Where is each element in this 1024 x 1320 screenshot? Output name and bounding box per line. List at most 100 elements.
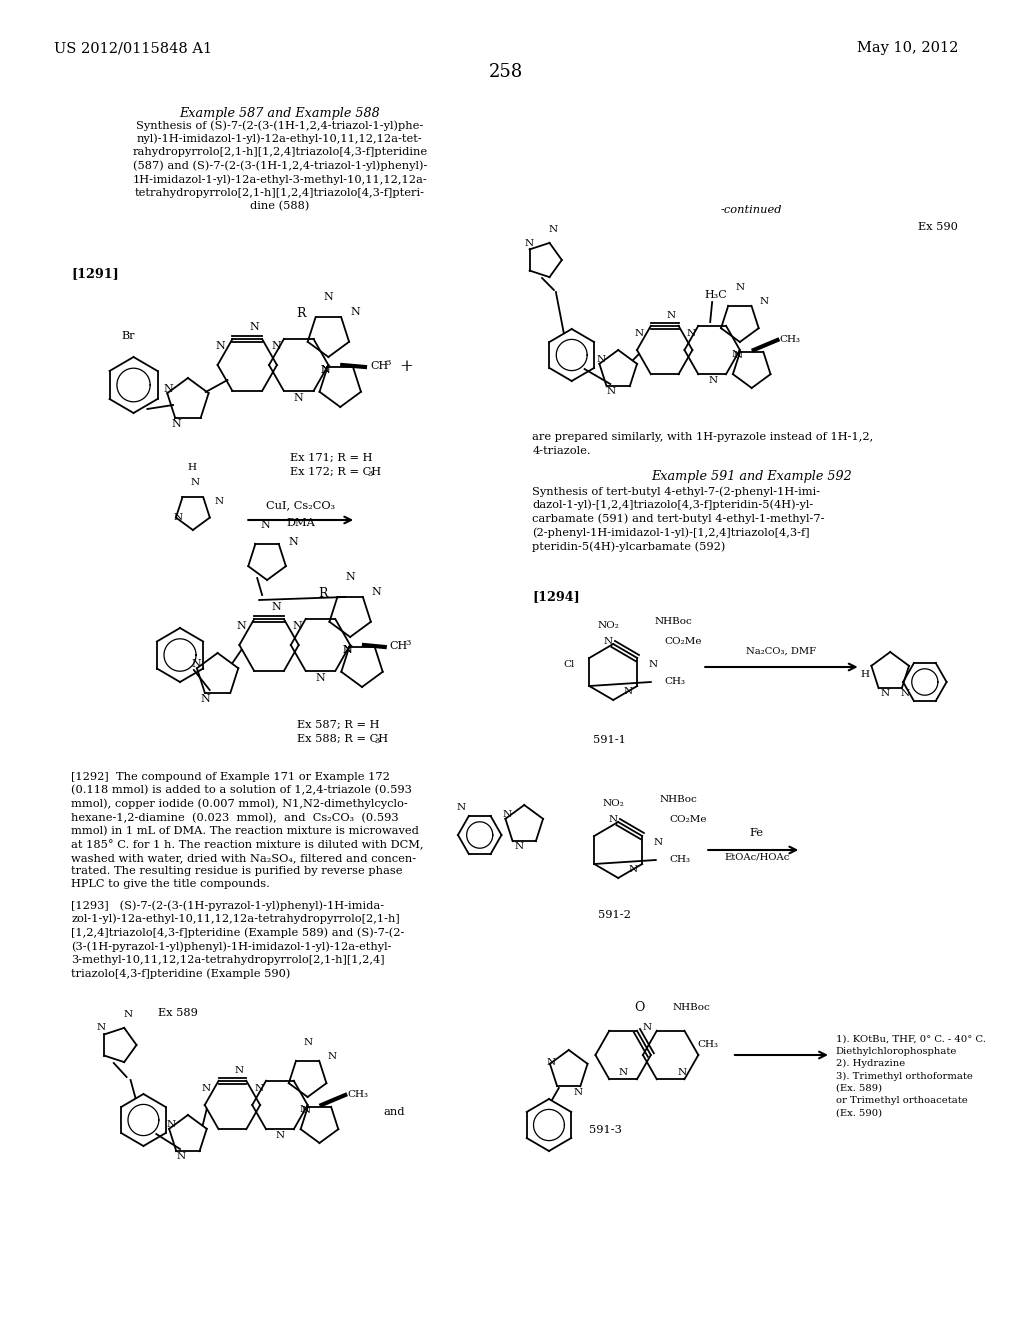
Text: N: N bbox=[608, 814, 617, 824]
Text: N: N bbox=[643, 1023, 652, 1032]
Text: NO₂: NO₂ bbox=[602, 799, 625, 808]
Text: N: N bbox=[667, 312, 676, 319]
Text: 258: 258 bbox=[489, 63, 523, 81]
Text: O: O bbox=[634, 1001, 644, 1014]
Text: N: N bbox=[524, 239, 534, 248]
Text: N: N bbox=[606, 387, 615, 396]
Text: CH₃: CH₃ bbox=[670, 855, 690, 865]
Text: 591-2: 591-2 bbox=[598, 909, 631, 920]
Text: R: R bbox=[318, 587, 328, 601]
Text: R: R bbox=[297, 308, 306, 319]
Text: N: N bbox=[176, 1152, 185, 1162]
Text: N: N bbox=[190, 659, 201, 669]
Text: N: N bbox=[342, 645, 352, 655]
Text: N: N bbox=[302, 1106, 311, 1115]
Text: Synthesis of tert-butyl 4-ethyl-7-(2-phenyl-1H-imi-
dazol-1-yl)-[1,2,4]triazolo[: Synthesis of tert-butyl 4-ethyl-7-(2-phe… bbox=[532, 486, 824, 552]
Text: 4-triazole.: 4-triazole. bbox=[532, 446, 591, 455]
Text: [1292]  The compound of Example 171 or Example 172
(0.118 mmol) is added to a so: [1292] The compound of Example 171 or Ex… bbox=[72, 772, 424, 890]
Text: Br: Br bbox=[122, 331, 135, 341]
Text: 591-3: 591-3 bbox=[589, 1125, 622, 1135]
Text: CH: CH bbox=[370, 360, 388, 371]
Text: N: N bbox=[173, 513, 182, 521]
Text: 3: 3 bbox=[374, 737, 379, 744]
Text: N: N bbox=[547, 1059, 556, 1067]
Text: N: N bbox=[350, 308, 359, 317]
Text: NHBoc: NHBoc bbox=[673, 1003, 711, 1012]
Text: N: N bbox=[345, 572, 355, 582]
Text: N: N bbox=[163, 384, 173, 393]
Text: CO₂Me: CO₂Me bbox=[670, 814, 708, 824]
Text: N: N bbox=[321, 366, 330, 375]
Text: N: N bbox=[624, 686, 632, 696]
Text: Cl: Cl bbox=[564, 660, 575, 669]
Text: N: N bbox=[271, 341, 281, 351]
Text: N: N bbox=[736, 282, 745, 292]
Text: N: N bbox=[881, 689, 890, 698]
Text: NHBoc: NHBoc bbox=[654, 616, 692, 626]
Text: N: N bbox=[678, 1068, 687, 1077]
Text: 591-1: 591-1 bbox=[594, 735, 627, 744]
Text: 3: 3 bbox=[367, 470, 373, 478]
Text: N: N bbox=[734, 351, 743, 360]
Text: N: N bbox=[324, 292, 333, 302]
Text: 3: 3 bbox=[386, 359, 391, 367]
Text: US 2012/0115848 A1: US 2012/0115848 A1 bbox=[54, 41, 213, 55]
Text: N: N bbox=[328, 1052, 337, 1061]
Text: N: N bbox=[171, 418, 181, 429]
Text: Na₂CO₃, DMF: Na₂CO₃, DMF bbox=[746, 647, 816, 656]
Text: N: N bbox=[234, 1067, 244, 1074]
Text: CH: CH bbox=[390, 642, 408, 651]
Text: CO₂Me: CO₂Me bbox=[665, 638, 702, 645]
Text: are prepared similarly, with 1H-pyrazole instead of 1H-1,2,: are prepared similarly, with 1H-pyrazole… bbox=[532, 432, 873, 442]
Text: N: N bbox=[596, 355, 605, 364]
Text: May 10, 2012: May 10, 2012 bbox=[857, 41, 958, 55]
Text: N: N bbox=[634, 329, 643, 338]
Text: CH₃: CH₃ bbox=[697, 1040, 718, 1049]
Text: N: N bbox=[215, 498, 224, 506]
Text: N: N bbox=[202, 1084, 211, 1093]
Text: N: N bbox=[649, 660, 658, 669]
Text: CH₃: CH₃ bbox=[347, 1090, 369, 1100]
Text: N: N bbox=[201, 694, 211, 704]
Text: N: N bbox=[289, 537, 299, 546]
Text: N: N bbox=[271, 602, 281, 612]
Text: N: N bbox=[760, 297, 769, 306]
Text: N: N bbox=[628, 865, 637, 874]
Text: N: N bbox=[293, 620, 302, 631]
Text: Fe: Fe bbox=[750, 828, 764, 838]
Text: H: H bbox=[188, 463, 197, 473]
Text: [1294]: [1294] bbox=[532, 590, 580, 603]
Text: N: N bbox=[686, 329, 695, 338]
Text: Example 587 and Example 588: Example 587 and Example 588 bbox=[179, 107, 380, 120]
Text: [1293]   (S)-7-(2-(3-(1H-pyrazol-1-yl)phenyl)-1H-imida-
zol-1-yl)-12a-ethyl-10,1: [1293] (S)-7-(2-(3-(1H-pyrazol-1-yl)phen… bbox=[72, 900, 404, 979]
Text: Ex 590: Ex 590 bbox=[918, 222, 957, 232]
Text: N: N bbox=[653, 838, 663, 847]
Text: 3: 3 bbox=[406, 639, 411, 647]
Text: N: N bbox=[321, 366, 330, 375]
Text: +: + bbox=[399, 358, 414, 375]
Text: N: N bbox=[249, 322, 259, 333]
Text: N: N bbox=[503, 810, 512, 818]
Text: N: N bbox=[900, 689, 909, 698]
Text: 1). KOtBu, THF, 0° C. - 40° C.
Diethylchlorophosphate
2). Hydrazine
3). Trimethy: 1). KOtBu, THF, 0° C. - 40° C. Diethylch… bbox=[836, 1035, 986, 1117]
Text: CH₃: CH₃ bbox=[779, 335, 801, 345]
Text: N: N bbox=[573, 1088, 583, 1097]
Text: N: N bbox=[124, 1010, 133, 1019]
Text: N: N bbox=[372, 587, 382, 597]
Text: N: N bbox=[709, 376, 718, 385]
Text: H: H bbox=[860, 671, 869, 678]
Text: N: N bbox=[294, 393, 303, 403]
Text: DMA: DMA bbox=[287, 517, 315, 528]
Text: N: N bbox=[732, 350, 741, 359]
Text: EtOAc/HOAc: EtOAc/HOAc bbox=[724, 853, 790, 862]
Text: NHBoc: NHBoc bbox=[659, 795, 697, 804]
Text: N: N bbox=[190, 478, 200, 487]
Text: -continued: -continued bbox=[721, 205, 782, 215]
Text: N: N bbox=[549, 224, 558, 234]
Text: H₃C: H₃C bbox=[705, 290, 727, 300]
Text: CuI, Cs₂CO₃: CuI, Cs₂CO₃ bbox=[266, 500, 335, 510]
Text: N: N bbox=[275, 1131, 285, 1140]
Text: N: N bbox=[166, 1119, 175, 1129]
Text: Ex 171; R = H: Ex 171; R = H bbox=[290, 453, 373, 463]
Text: N: N bbox=[514, 842, 523, 851]
